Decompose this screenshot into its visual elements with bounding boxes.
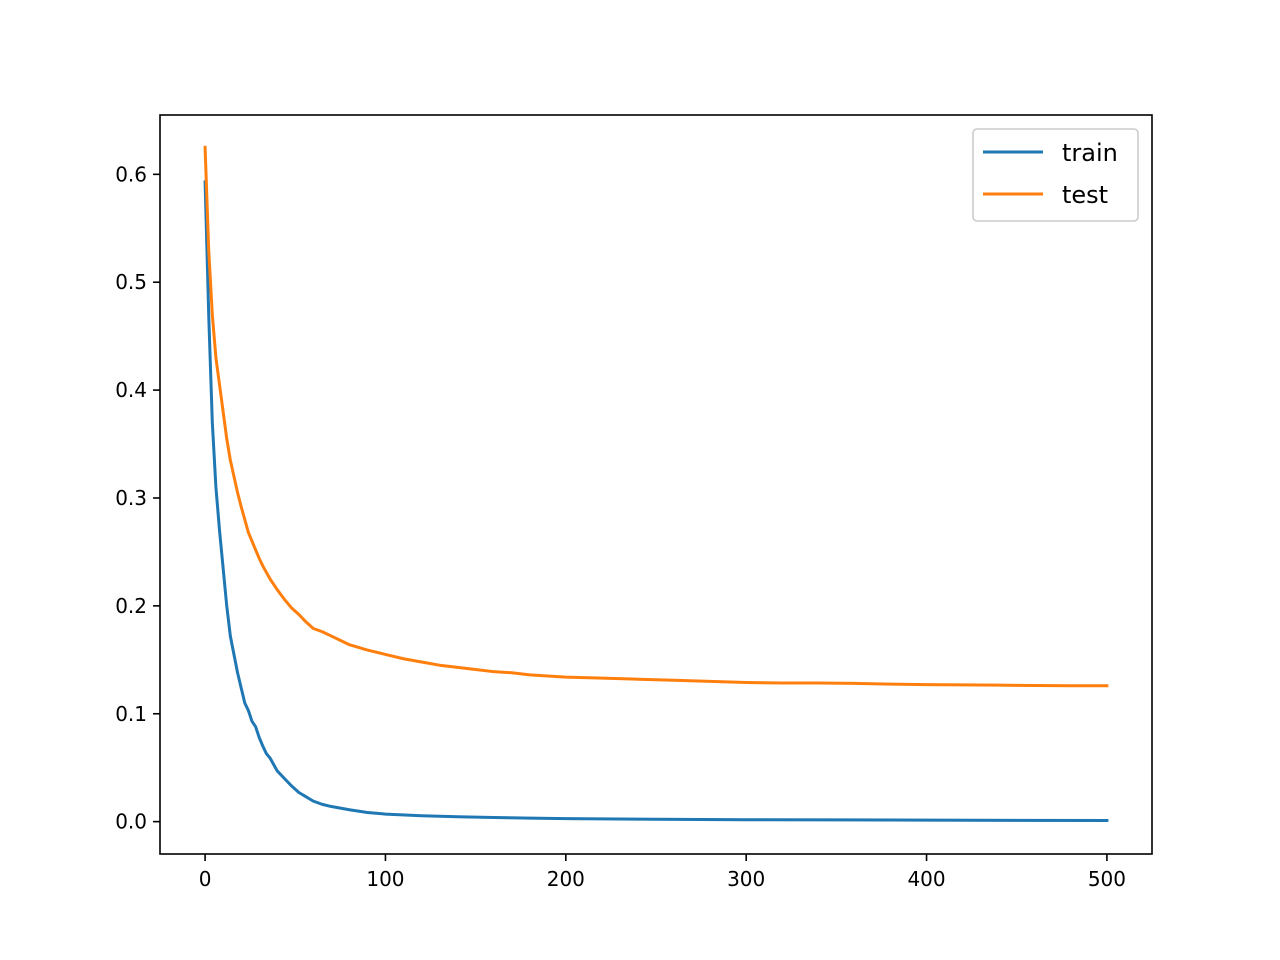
x-tick-label: 0 (199, 867, 212, 891)
x-tick-label: 100 (366, 867, 404, 891)
x-tick-label: 300 (727, 867, 765, 891)
y-tick-label: 0.3 (115, 486, 147, 510)
y-tick-label: 0.6 (115, 162, 147, 186)
y-tick-label: 0.1 (115, 702, 147, 726)
legend: train test (972, 128, 1139, 222)
y-tick-label: 0.5 (115, 270, 147, 294)
x-tick-label: 400 (907, 867, 945, 891)
y-axis: 0.0 0.1 0.2 0.3 0.4 0.5 0.6 (115, 162, 160, 834)
legend-label-test: test (1062, 181, 1108, 209)
y-tick-label: 0.0 (115, 810, 147, 834)
x-tick-label: 500 (1088, 867, 1126, 891)
series-line-train (203, 180, 1109, 822)
plot-frame (159, 114, 1153, 855)
series-line-test (203, 145, 1109, 688)
legend-label-train: train (1062, 139, 1118, 167)
y-tick-label: 0.2 (115, 594, 147, 618)
x-axis: 0 100 200 300 400 500 (199, 854, 1126, 891)
series-layer (203, 145, 1109, 822)
x-tick-label: 200 (547, 867, 585, 891)
y-tick-label: 0.4 (115, 378, 147, 402)
